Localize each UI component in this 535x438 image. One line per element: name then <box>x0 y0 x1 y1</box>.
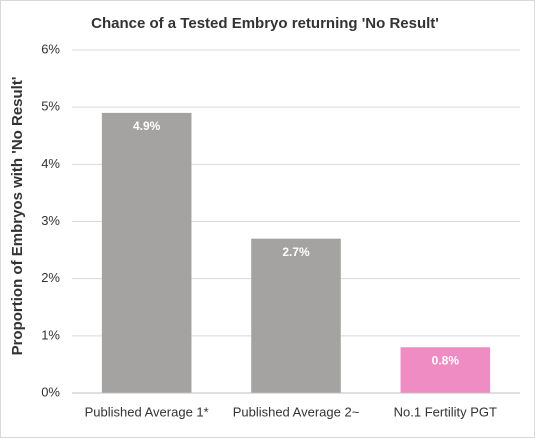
bar <box>400 347 491 393</box>
y-tick-label: 6% <box>41 41 60 56</box>
x-tick-label: Published Average 2~ <box>233 404 360 419</box>
y-tick-label: 4% <box>41 156 60 171</box>
y-tick-label: 1% <box>41 327 60 342</box>
data-label: 0.8% <box>432 353 460 367</box>
bar <box>251 238 341 393</box>
y-axis-title: Proportion of Embryos with 'No Result' <box>9 77 26 356</box>
y-tick-label: 2% <box>41 270 60 285</box>
x-tick-label: Published Average 1* <box>85 404 209 419</box>
y-tick-label: 5% <box>41 99 60 114</box>
y-tick-label: 0% <box>41 384 60 399</box>
data-label: 4.9% <box>133 119 161 133</box>
data-label: 2.7% <box>282 245 310 259</box>
x-tick-label: No.1 Fertility PGT <box>394 404 497 419</box>
y-tick-label: 3% <box>41 213 60 228</box>
bar <box>101 112 192 393</box>
chart-title: Chance of a Tested Embryo returning 'No … <box>91 15 439 32</box>
